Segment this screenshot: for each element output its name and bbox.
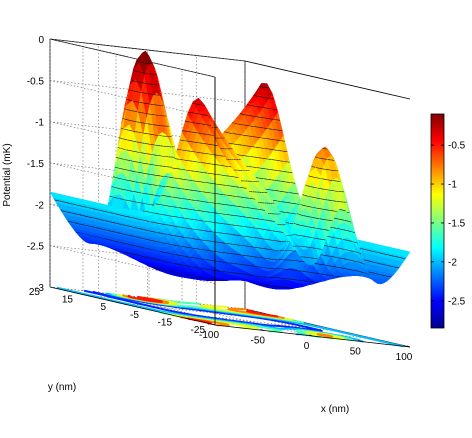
y-tick-label: -5 [130,310,139,321]
colorbar-gradient [431,114,444,328]
x-tick-label: -50 [251,336,266,347]
y-tick-label: -15 [158,317,173,328]
colorbar-tick-label: -2 [448,257,457,268]
z-tick-label: -2.5 [27,242,45,253]
y-tick-label: 5 [100,302,106,313]
x-axis-label: x (nm) [321,404,349,415]
x-tick-label: 0 [304,341,310,352]
colorbar-tick-label: -2.5 [448,296,466,307]
y-tick-label: 15 [62,295,74,306]
z-tick-label: -1.5 [27,159,45,170]
z-gridline [50,39,215,77]
x-tick-label: 50 [350,347,362,358]
z-axis-label: Potential (mK) [2,143,13,206]
colorbar-tick-label: -0.5 [448,141,466,152]
z-tick-label: 0 [38,35,44,46]
colorbar-tick-label: -1 [448,180,457,191]
y-tick-label: -25 [191,325,206,336]
colorbar: -2.5 -2 -1.5 -1 -0.5 [431,114,466,328]
y-axis-label: y (nm) [48,382,76,393]
z-tick-label: -0.5 [27,76,45,87]
z-tick-label: -2 [35,200,44,211]
z-tick-label: -1 [35,118,44,129]
x-tick-mark [212,324,215,325]
colorbar-tick-label: -1.5 [448,218,466,229]
x-tick-label: 100 [396,352,413,363]
z-tick-label: -3 [35,283,44,294]
